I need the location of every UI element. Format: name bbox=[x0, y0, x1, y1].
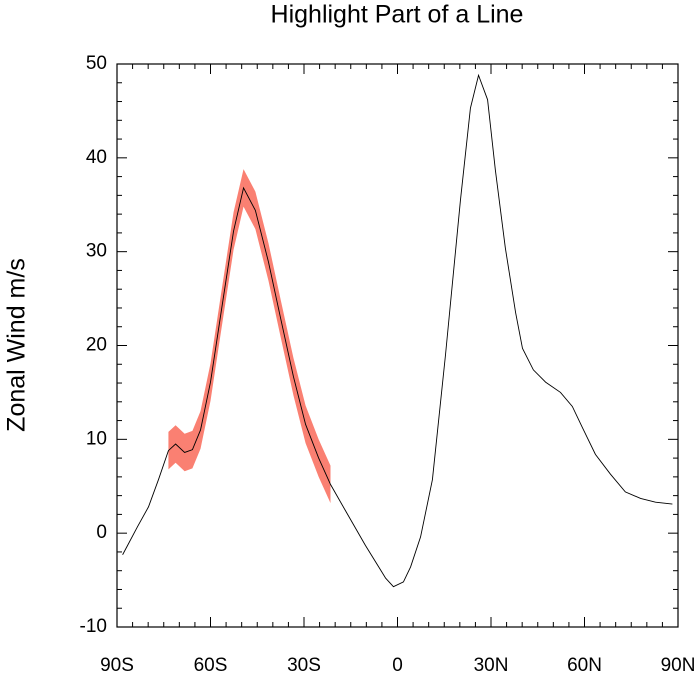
x-tick-label: 30N bbox=[474, 655, 509, 676]
y-tick-label: 50 bbox=[86, 53, 107, 74]
highlight-band bbox=[168, 169, 331, 504]
y-tick-label: 0 bbox=[96, 522, 107, 543]
x-tick-label: 90S bbox=[100, 655, 134, 676]
y-tick-label: 30 bbox=[86, 241, 107, 262]
y-tick-label: 10 bbox=[86, 428, 107, 449]
x-tick-label: 60N bbox=[567, 655, 602, 676]
y-tick-label: 20 bbox=[86, 335, 107, 356]
x-tick-label: 60S bbox=[194, 655, 228, 676]
chart-title: Highlight Part of a Line bbox=[271, 1, 524, 29]
plot-frame bbox=[116, 63, 679, 628]
x-tick-label: 90N bbox=[661, 655, 696, 676]
y-tick-label: 40 bbox=[86, 147, 107, 168]
data-line bbox=[122, 73, 673, 588]
y-tick-label: -10 bbox=[80, 616, 107, 637]
x-tick-label: 30S bbox=[287, 655, 321, 676]
x-tick-label: 0 bbox=[392, 655, 403, 676]
y-axis-label: Zonal Wind m/s bbox=[3, 258, 31, 432]
